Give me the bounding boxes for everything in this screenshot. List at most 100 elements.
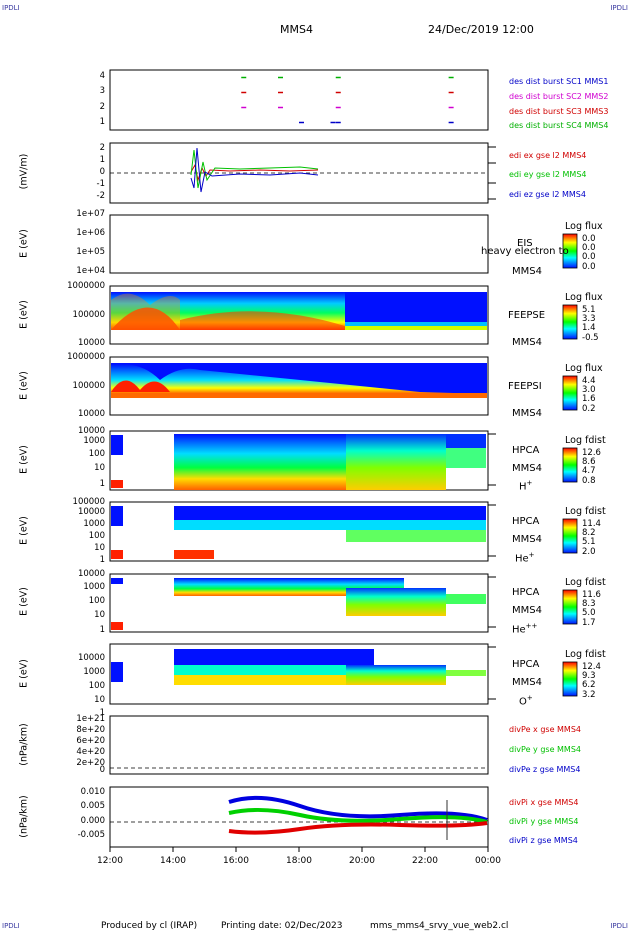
panel-hpca-hepp-frame [109,573,489,633]
hpca-h-species: H+ [519,479,533,493]
eis-label: EIS [517,238,533,249]
tick-label: 10 [94,695,105,705]
feepsi-spectrogram [111,363,487,398]
tick-label: 100 [88,531,105,541]
tick-label: 3 [99,86,105,96]
hpca-o-colorbar-label: Log fdist [565,649,606,660]
corner-mark-bl: IPDLI [2,922,20,930]
colorbar-value: 1.7 [582,618,596,628]
hpca-o-species: O+ [519,694,533,708]
feepse-spectrogram [111,292,487,330]
corner-mark-tr: IPDLI [610,4,628,12]
legend-edi-ez: edi ez gse l2 MMS4 [509,190,586,199]
colorbar-value: 1.6 [582,394,596,404]
edi-ez-trace [190,147,319,193]
tick-label: 8e+20 [76,725,105,735]
panel-burst-frame [109,69,489,131]
feepse-label: FEEPSE [508,310,546,321]
footer-filename: mms_mms4_srvy_vue_web2.cl [370,921,509,931]
datetime-title: 24/Dec/2019 12:00 [428,23,534,36]
tick-label: 100000 [72,497,105,507]
panel-feepse-frame [109,285,489,345]
x-tick-label: 14:00 [160,856,186,866]
legend-divpe-y: divPe y gse MMS4 [509,745,581,754]
eis-colorbar-label: Log flux [565,221,603,232]
colorbar-value: 11.4 [582,519,601,529]
divpi-traces [228,795,488,835]
legend-divpi-y: divPi y gse MMS4 [509,817,579,826]
tick-label: 1e+04 [76,266,105,276]
tick-label: 1 [99,555,105,565]
eis-ylabel: E (eV) [18,229,30,258]
hpca-hepp-label: HPCA [512,587,540,598]
tick-label: 1 [99,479,105,489]
panel-hpca-o-frame [109,643,489,705]
colorbar-value: 8.6 [582,457,596,467]
tick-label: 10 [94,463,105,473]
eis-overlay-text: heavy electron to [481,246,569,257]
tick-label: 10000 [77,338,105,348]
tick-label: 100 [88,681,105,691]
tick-label: 1 [99,708,105,718]
colorbar-value: 3.2 [582,690,596,700]
colorbar-value: 9.3 [582,671,596,681]
hpca-h-label: HPCA [512,445,540,456]
colorbar-value: 8.2 [582,528,596,538]
feepsi-colorbar-label: Log flux [565,363,603,374]
tick-label: 100000 [72,381,105,391]
colorbar-value: 3.0 [582,385,596,395]
tick-label: 6e+20 [76,736,105,746]
tick-label: 1000 [83,667,105,677]
hpca-o-spacecraft: MMS4 [512,677,542,688]
tick-label: 4e+20 [76,747,105,757]
hpca-h-spectrogram [111,434,486,490]
legend-divpe-x: divPe x gse MMS4 [509,725,581,734]
legend-sc2: des dist burst SC2 MMS2 [509,92,609,101]
colorbar-value: 11.6 [582,590,601,600]
corner-mark-br: IPDLI [610,922,628,930]
feepsi-ylabel: E (eV) [18,371,30,400]
hpca-h-colorbar-label: Log fdist [565,435,606,446]
tick-label: 100000 [72,310,105,320]
tick-label: 1 [99,117,105,127]
tick-label: 10000 [77,507,105,517]
hpca-o-spectrogram [111,649,486,685]
spacecraft-title: MMS4 [280,23,313,36]
divpi-y-trace [228,807,488,824]
colorbar-value: 0.2 [582,404,596,414]
x-tick-label: 18:00 [286,856,312,866]
legend-edi-ey: edi ey gse l2 MMS4 [509,170,587,179]
x-tick-label: 20:00 [349,856,375,866]
legend-divpe-z: divPe z gse MMS4 [509,765,581,774]
hpca-hepp-spacecraft: MMS4 [512,605,542,616]
colorbar-value: 0.8 [582,476,596,486]
edi-traces [190,147,319,193]
tick-label: 2 [99,143,105,153]
colorbar-value: 4.7 [582,466,596,476]
tick-label: 10 [94,610,105,620]
x-tick-label: 12:00 [97,856,123,866]
tick-label: 100 [88,449,105,459]
colorbar-value: -0.5 [582,333,599,343]
colorbars [562,233,578,697]
colorbar-value: 12.4 [582,662,601,672]
hpca-o-ylabel: E (eV) [18,659,30,688]
tick-label: 10 [94,543,105,553]
feepse-colorbar-label: Log flux [565,292,603,303]
tick-label: 1000 [83,436,105,446]
hpca-he-spectrogram [111,506,486,559]
hpca-o-label: HPCA [512,659,540,670]
footer-produced-by: Produced by cl (IRAP) [101,921,198,931]
feepse-spacecraft: MMS4 [512,337,542,348]
divpe-ylabel: (nPa/km) [18,723,30,766]
tick-label: 10000 [77,569,105,579]
corner-mark-tl: IPDLI [2,4,20,12]
tick-label: 0 [99,167,105,177]
tick-label: 0.000 [80,816,105,826]
legend-sc4: des dist burst SC4 MMS4 [509,121,609,130]
legend-divpi-z: divPi z gse MMS4 [509,836,578,845]
colorbar-value: 3.3 [582,314,596,324]
feepsi-spacecraft: MMS4 [512,408,542,419]
tick-label: 0.010 [80,787,105,797]
